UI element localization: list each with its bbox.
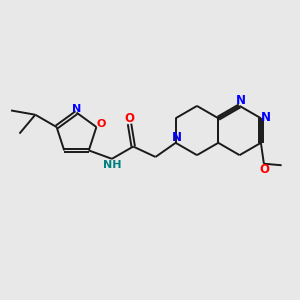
Text: N: N (172, 131, 182, 144)
Text: N: N (261, 111, 271, 124)
Text: NH: NH (103, 160, 122, 170)
Text: N: N (236, 94, 245, 107)
Text: O: O (259, 163, 269, 176)
Text: O: O (125, 112, 135, 125)
Text: N: N (72, 104, 81, 114)
Text: O: O (96, 119, 106, 129)
